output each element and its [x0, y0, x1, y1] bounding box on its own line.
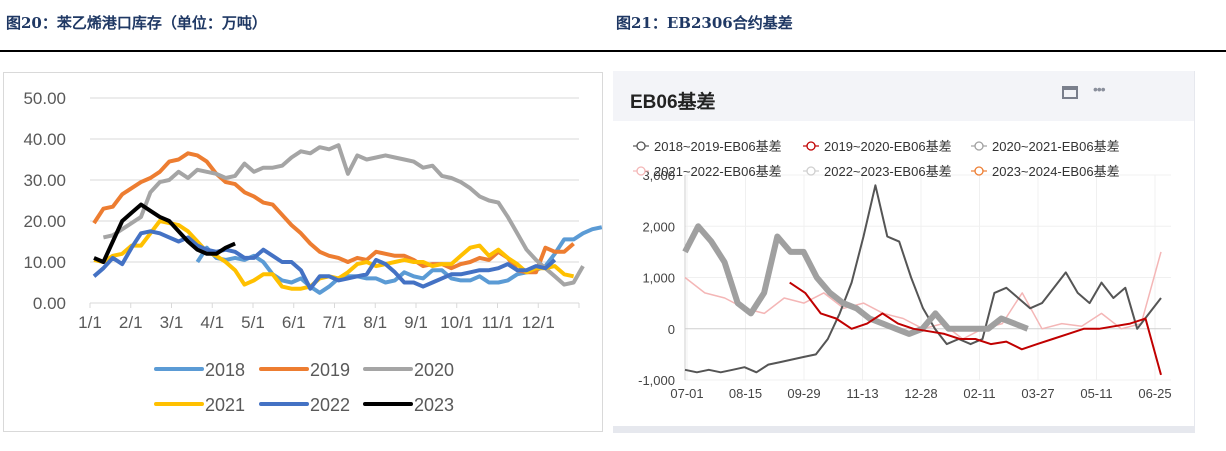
figure-20-title: 图20：苯乙烯港口库存（单位：万吨）: [6, 14, 267, 32]
legend-label: 2018: [205, 360, 245, 380]
x-tick-label: 06-25: [1138, 386, 1171, 401]
y-tick-label: 40.00: [23, 130, 66, 149]
legend-item[interactable]: 2018~2019-EB06基差: [633, 139, 782, 154]
more-icon[interactable]: •••: [1093, 81, 1106, 97]
series-line-2020: [102, 143, 585, 287]
y-tick-label: 10.00: [23, 253, 66, 272]
x-tick-label: 1/1: [78, 313, 102, 332]
y-tick-label: 3,000: [642, 168, 675, 183]
legend-label: 2023: [414, 395, 454, 415]
legend-item[interactable]: 2023~2024-EB06基差: [971, 164, 1120, 179]
series-line-2019: [92, 151, 575, 275]
panel-footer-bar: [613, 426, 1194, 433]
y-tick-label: 2,000: [642, 219, 675, 234]
basis-chart-title: EB06基差: [630, 92, 716, 113]
legend-label: 2022~2023-EB06基差: [824, 164, 952, 179]
legend-marker-icon: [974, 166, 984, 176]
legend-label: 2018~2019-EB06基差: [654, 139, 782, 154]
legend-label: 2021: [205, 395, 245, 415]
y-tick-label: 20.00: [23, 212, 66, 231]
y-tick-label: 30.00: [23, 171, 66, 190]
y-tick-label: 50.00: [23, 89, 66, 108]
legend-item[interactable]: 2020~2021-EB06基差: [971, 139, 1120, 154]
x-tick-label: 08-15: [729, 386, 762, 401]
series-line-2022: [92, 229, 557, 291]
legend-label: 2022: [310, 395, 350, 415]
inventory-line-chart: 0.00 10.00 20.00 30.00 40.00 50.00 1/1 2/1 3/1 4/…: [23, 89, 603, 415]
legend-label: 2023~2024-EB06基差: [992, 164, 1120, 179]
x-tick-label: 7/1: [323, 313, 347, 332]
x-tick-label: 10/1: [440, 313, 473, 332]
basis-series-line: [682, 223, 1029, 337]
legend-item[interactable]: 2019~2020-EB06基差: [803, 139, 952, 154]
legend-marker-icon: [974, 141, 984, 151]
x-tick-label: 6/1: [282, 313, 306, 332]
x-tick-label: 8/1: [363, 313, 387, 332]
y-tick-label: 0: [668, 322, 675, 337]
figure-21-title: 图21：EB2306合约基差: [616, 14, 793, 32]
legend-label: 2020: [414, 360, 454, 380]
legend-marker-icon: [636, 141, 646, 151]
x-tick-label: 03-27: [1021, 386, 1054, 401]
x-tick-label: 9/1: [404, 313, 428, 332]
legend-label: 2021~2022-EB06基差: [654, 164, 782, 179]
x-tick-label: 12-28: [904, 386, 937, 401]
x-tick-label: 2/1: [119, 313, 143, 332]
y-tick-label: 0.00: [33, 294, 66, 313]
x-tick-label: 12/1: [522, 313, 555, 332]
legend-item[interactable]: 2021~2022-EB06基差: [633, 164, 782, 179]
x-tick-label: 5/1: [241, 313, 265, 332]
legend-item[interactable]: 2022~2023-EB06基差: [803, 164, 952, 179]
x-tick-label: 4/1: [200, 313, 224, 332]
basis-chart-panel: EB06基差 ••• 07-01 08-15 09-29 11-13 12-28 02-1…: [613, 71, 1195, 433]
series-line-2023: [93, 202, 236, 264]
inventory-chart-panel: 0.00 10.00 20.00 30.00 40.00 50.00 1/1 2/1 3/1 4/…: [3, 72, 603, 432]
basis-chart-header: EB06基差 •••: [613, 71, 1194, 121]
x-tick-label: 11-13: [846, 386, 878, 401]
x-tick-label: 09-29: [787, 386, 820, 401]
legend-label: 2019: [310, 360, 350, 380]
legend-label: 2019~2020-EB06基差: [824, 139, 952, 154]
y-tick-label: 1,000: [642, 271, 675, 286]
x-tick-label: 05-11: [1080, 386, 1112, 401]
legend-marker-icon: [806, 141, 816, 151]
y-tick-label: -1,000: [638, 373, 675, 388]
x-tick-label: 02-11: [963, 386, 995, 401]
legend-marker-icon: [806, 166, 816, 176]
basis-series-line: [684, 184, 1162, 374]
legend-label: 2020~2021-EB06基差: [992, 139, 1120, 154]
x-tick-label: 07-01: [670, 386, 703, 401]
basis-series-line: [789, 281, 1162, 376]
title-divider: [0, 50, 1226, 52]
basis-line-chart: 07-01 08-15 09-29 11-13 12-28 02-11 03-27 05-11…: [633, 139, 1172, 401]
legend-marker-icon: [636, 166, 646, 176]
x-tick-label: 3/1: [160, 313, 184, 332]
window-icon[interactable]: [1062, 86, 1078, 99]
x-tick-label: 11/1: [482, 313, 514, 332]
